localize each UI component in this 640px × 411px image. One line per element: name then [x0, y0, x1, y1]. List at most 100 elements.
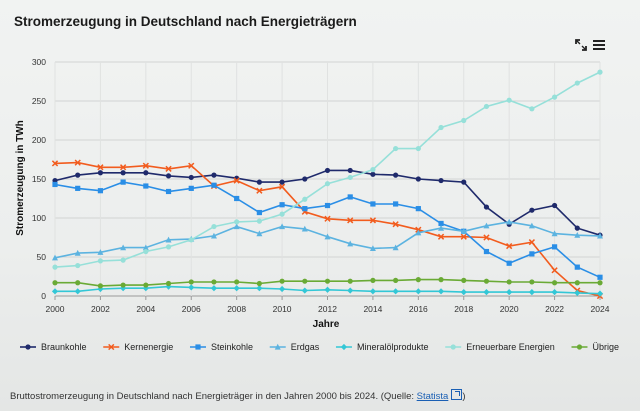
- data-point[interactable]: [483, 234, 490, 241]
- data-point[interactable]: [233, 285, 240, 292]
- data-point[interactable]: [506, 260, 512, 266]
- data-point[interactable]: [142, 244, 149, 251]
- data-point[interactable]: [211, 182, 217, 188]
- data-point[interactable]: [256, 209, 262, 216]
- source-link[interactable]: Statista: [416, 391, 449, 402]
- legend-item[interactable]: Übrige: [571, 342, 619, 352]
- data-point[interactable]: [529, 207, 535, 213]
- data-point[interactable]: [142, 285, 149, 292]
- data-point[interactable]: [120, 282, 126, 288]
- data-point[interactable]: [460, 233, 467, 240]
- data-point[interactable]: [188, 174, 194, 181]
- data-point[interactable]: [256, 179, 262, 185]
- data-point[interactable]: [551, 244, 558, 250]
- data-point[interactable]: [324, 215, 331, 222]
- data-point[interactable]: [97, 188, 104, 194]
- data-point[interactable]: [551, 280, 558, 286]
- data-point[interactable]: [234, 195, 240, 202]
- data-point[interactable]: [393, 172, 399, 178]
- data-point[interactable]: [574, 225, 580, 231]
- data-point[interactable]: [438, 124, 444, 131]
- data-point[interactable]: [393, 145, 399, 152]
- data-point[interactable]: [528, 289, 535, 296]
- data-point[interactable]: [210, 285, 218, 292]
- data-point[interactable]: [97, 283, 104, 289]
- data-point[interactable]: [51, 160, 59, 167]
- data-point[interactable]: [596, 290, 604, 297]
- data-point[interactable]: [597, 232, 603, 239]
- data-point[interactable]: [529, 106, 535, 112]
- data-point[interactable]: [256, 280, 262, 287]
- data-point[interactable]: [143, 248, 149, 255]
- data-point[interactable]: [461, 117, 467, 124]
- data-point[interactable]: [233, 223, 240, 230]
- data-point[interactable]: [529, 251, 535, 257]
- data-point[interactable]: [256, 285, 263, 292]
- data-point[interactable]: [165, 280, 172, 287]
- data-point[interactable]: [97, 285, 104, 293]
- data-point[interactable]: [234, 219, 240, 225]
- data-point[interactable]: [120, 285, 127, 292]
- data-point[interactable]: [188, 284, 195, 291]
- data-point[interactable]: [302, 206, 308, 212]
- data-point[interactable]: [301, 287, 308, 294]
- data-point[interactable]: [256, 230, 263, 237]
- data-point[interactable]: [460, 289, 467, 296]
- data-point[interactable]: [188, 162, 195, 169]
- data-point[interactable]: [120, 244, 127, 251]
- data-point[interactable]: [302, 196, 308, 202]
- data-point[interactable]: [392, 244, 399, 251]
- data-point[interactable]: [483, 222, 490, 229]
- data-point[interactable]: [574, 280, 580, 286]
- data-point[interactable]: [52, 264, 58, 270]
- hamburger-menu-icon[interactable]: [592, 38, 606, 52]
- data-point[interactable]: [369, 288, 377, 295]
- data-point[interactable]: [461, 277, 467, 283]
- data-point[interactable]: [324, 286, 331, 293]
- data-point[interactable]: [370, 167, 376, 173]
- data-point[interactable]: [52, 280, 58, 286]
- data-point[interactable]: [528, 239, 536, 246]
- data-point[interactable]: [75, 172, 81, 178]
- data-point[interactable]: [506, 279, 512, 285]
- data-point[interactable]: [415, 288, 422, 295]
- data-point[interactable]: [347, 167, 353, 174]
- data-point[interactable]: [483, 248, 490, 255]
- data-point[interactable]: [301, 225, 308, 232]
- data-point[interactable]: [278, 285, 286, 293]
- data-point[interactable]: [597, 69, 603, 75]
- data-point[interactable]: [347, 240, 354, 247]
- data-point[interactable]: [483, 204, 490, 210]
- data-point[interactable]: [165, 236, 172, 243]
- data-point[interactable]: [211, 279, 217, 285]
- data-point[interactable]: [437, 233, 445, 240]
- data-point[interactable]: [52, 254, 58, 261]
- data-point[interactable]: [551, 230, 558, 237]
- data-point[interactable]: [483, 278, 490, 284]
- legend-item[interactable]: Braunkohle: [20, 342, 87, 352]
- data-point[interactable]: [370, 201, 376, 207]
- legend-item[interactable]: Erneuerbare Energien: [445, 342, 555, 352]
- data-point[interactable]: [528, 222, 535, 229]
- data-point[interactable]: [529, 279, 535, 285]
- data-point[interactable]: [142, 162, 149, 169]
- data-point[interactable]: [234, 279, 240, 285]
- data-point[interactable]: [120, 257, 126, 263]
- data-point[interactable]: [74, 249, 81, 256]
- data-point[interactable]: [506, 218, 513, 225]
- data-point[interactable]: [506, 97, 512, 103]
- data-point[interactable]: [165, 244, 172, 250]
- data-point[interactable]: [143, 282, 149, 288]
- data-point[interactable]: [415, 145, 421, 152]
- data-point[interactable]: [551, 94, 558, 100]
- data-point[interactable]: [438, 220, 444, 227]
- data-point[interactable]: [97, 164, 104, 171]
- data-point[interactable]: [574, 80, 580, 86]
- data-point[interactable]: [165, 165, 172, 172]
- data-point[interactable]: [370, 277, 376, 283]
- data-point[interactable]: [120, 170, 126, 176]
- legend-item[interactable]: Steinkohle: [189, 342, 253, 352]
- data-point[interactable]: [74, 288, 81, 295]
- data-point[interactable]: [392, 221, 399, 228]
- data-point[interactable]: [97, 170, 104, 176]
